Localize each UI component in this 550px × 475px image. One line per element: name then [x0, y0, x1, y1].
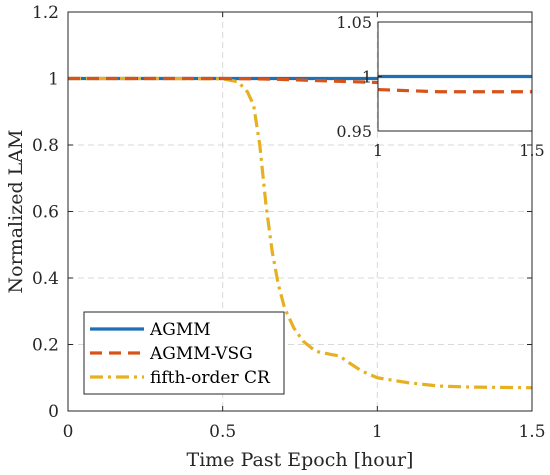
- inset-y-tick-label: 0.95: [336, 122, 372, 141]
- inset-y-tick-label: 1: [362, 68, 372, 87]
- legend: AGMM AGMM-VSG fifth-order CR: [83, 311, 285, 395]
- x-axis-label: Time Past Epoch [hour]: [187, 449, 414, 471]
- x-tick-label: 1: [372, 422, 383, 442]
- plot-frame: [67, 11, 533, 412]
- inset-series-line-agmm-vsg: [377, 87, 532, 94]
- series-line-fifth-order-cr: [68, 76, 533, 390]
- x-tick-labels: 0 0.5 1 1.5: [63, 422, 546, 442]
- legend-label: AGMM: [149, 320, 211, 340]
- y-tick-label: 0.4: [32, 269, 59, 289]
- x-tick-label: 0: [63, 422, 74, 442]
- x-tick-label: 1.5: [518, 422, 545, 442]
- inset-y-tick-labels: 0.95 1 1.05: [336, 13, 382, 141]
- y-tick-label: 0.6: [32, 203, 59, 223]
- x-tick-label: 0.5: [209, 422, 236, 442]
- y-tick-label: 1: [48, 70, 59, 90]
- y-tick-label: 0: [48, 402, 59, 422]
- y-tick-labels: 0 0.2 0.4 0.6 0.8 1 1.2: [32, 3, 59, 422]
- inset-y-tick-label: 1.05: [336, 13, 372, 32]
- inset-x-tick-label: 1.5: [519, 141, 544, 160]
- y-tick-label: 0.8: [32, 136, 59, 156]
- legend-label: fifth-order CR: [150, 368, 271, 388]
- inset-series-group: [377, 74, 532, 94]
- y-axis-label: Normalized LAM: [5, 130, 27, 294]
- y-tick-label: 0.2: [32, 336, 59, 356]
- legend-label: AGMM-VSG: [149, 344, 253, 364]
- inset-x-tick-labels: 1 1.5: [373, 127, 545, 160]
- inset-x-tick-label: 1: [373, 141, 383, 160]
- y-tick-label: 1.2: [32, 3, 59, 23]
